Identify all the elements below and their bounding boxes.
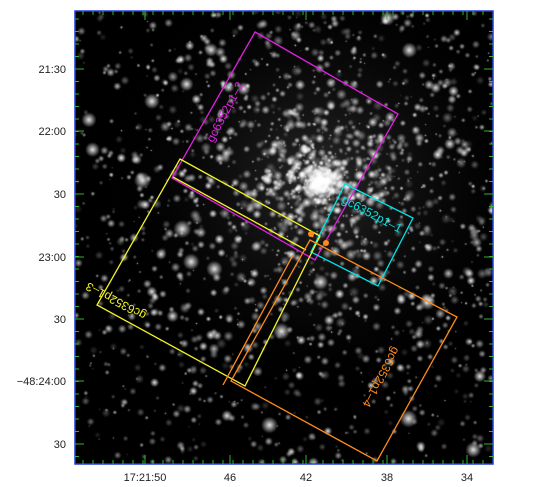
dec-tick-label: −48:24:00 (17, 376, 66, 388)
dec-tick-label: 30 (54, 439, 66, 451)
ra-tick-label: 38 (381, 472, 393, 484)
ra-tick-label: 17:21:50 (124, 472, 167, 484)
center-marker (308, 231, 314, 237)
field-outline-pos4[interactable] (230, 239, 458, 462)
dec-tick-label: 23:00 (38, 252, 66, 264)
field-pos2[interactable]: gc6352p1–2 (171, 31, 399, 261)
field-outline-pos3[interactable] (96, 158, 321, 387)
field-pos3[interactable]: gc6352p1–3 (83, 158, 321, 387)
field-label-pos4: gc6352p1–4 (359, 345, 403, 410)
center-marker (323, 240, 329, 246)
ra-tick-label: 34 (461, 472, 473, 484)
dec-axis-labels: 21:30 22:00 30 23:00 30 −48:24:00 30 (17, 64, 66, 451)
image-frame (74, 10, 494, 465)
field-pos4[interactable]: gc6352p1–4 (222, 231, 458, 462)
field-label-pos1: gc6352p1–1 (340, 192, 405, 236)
dec-tick-label: 21:30 (38, 64, 66, 76)
field-outline-pos2[interactable] (171, 31, 399, 261)
field-pos3-inner-edge (172, 176, 307, 251)
axis-ticks (75, 11, 493, 464)
field-pos4-inner-edge (222, 254, 294, 386)
ra-tick-label: 46 (224, 472, 236, 484)
field-label-pos3: gc6352p1–3 (83, 279, 148, 323)
ra-axis-labels: 17:21:50 46 42 38 34 (124, 472, 474, 484)
field-outline-pos1[interactable] (310, 183, 414, 287)
field-pos1[interactable]: gc6352p1–1 (310, 183, 414, 287)
dec-tick-label: 30 (54, 189, 66, 201)
dec-tick-label: 22:00 (38, 126, 66, 138)
ra-tick-label: 42 (300, 472, 312, 484)
dec-tick-label: 30 (54, 314, 66, 326)
